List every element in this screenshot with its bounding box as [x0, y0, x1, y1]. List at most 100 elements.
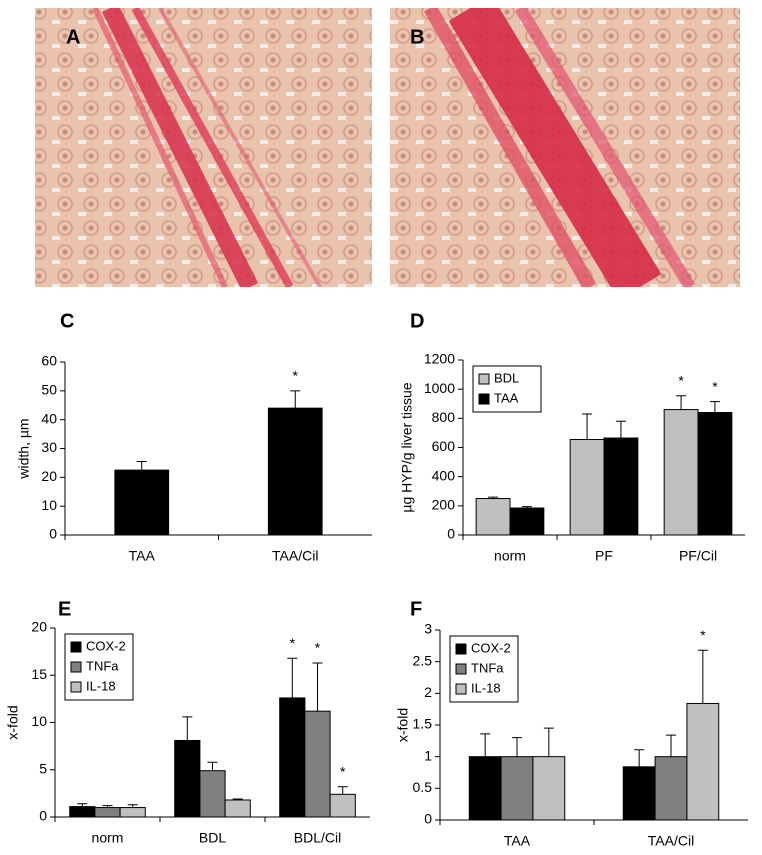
error-bar: [312, 662, 323, 712]
bar: [114, 469, 170, 536]
y-tick-label: 20: [31, 619, 47, 635]
y-tick-label: 2.5: [413, 652, 433, 668]
x-tick-label: TAA: [504, 833, 531, 849]
error-bar: [512, 737, 522, 757]
y-tick-label: 400: [432, 467, 456, 483]
panel-label: C: [60, 310, 74, 332]
bar: [304, 710, 331, 818]
bar: [329, 793, 356, 818]
error-bar: [615, 420, 626, 439]
bar: [500, 756, 534, 821]
bar: [686, 702, 720, 821]
legend-swatch: [70, 641, 82, 653]
error-bar: [488, 496, 499, 499]
y-tick-label: 20: [41, 468, 57, 484]
significance-mark: *: [700, 627, 706, 643]
legend-label: COX-2: [471, 640, 511, 655]
legend-swatch: [478, 373, 490, 385]
legend-swatch: [70, 681, 82, 693]
y-tick-label: 30: [41, 439, 57, 455]
y-tick-label: 5: [39, 760, 47, 776]
legend-label: IL-18: [471, 680, 501, 695]
y-tick-label: 2: [424, 684, 432, 700]
bar: [174, 739, 201, 818]
error-bar: [709, 401, 720, 413]
legend-label: TAA: [494, 390, 519, 405]
y-tick-label: 0: [39, 808, 47, 824]
bar: [199, 770, 226, 818]
bar: [119, 807, 146, 818]
error-bar: [337, 786, 348, 795]
x-tick-label: norm: [92, 830, 124, 846]
y-tick-label: 1: [424, 747, 432, 763]
y-tick-label: 0.5: [413, 779, 433, 795]
y-tick-label: 1000: [424, 380, 455, 396]
y-tick-label: 0: [49, 526, 57, 542]
bar: [697, 412, 733, 536]
y-tick-label: 60: [41, 353, 57, 369]
y-tick-label: 1.5: [413, 716, 433, 732]
error-bar: [207, 761, 218, 771]
x-tick-label: BDL: [199, 830, 226, 846]
panel-label: A: [66, 26, 80, 48]
bar: [654, 756, 688, 821]
bar: [663, 409, 699, 536]
panel-label: B: [410, 26, 424, 48]
x-tick-label: TAA: [129, 548, 156, 564]
panel-label: F: [410, 598, 422, 620]
y-tick-label: 0: [424, 811, 432, 827]
x-tick-label: PF/Cil: [679, 548, 717, 564]
error-bar: [182, 716, 193, 741]
legend-label: TNFa: [86, 658, 119, 673]
significance-mark: *: [712, 378, 718, 394]
y-tick-label: 10: [31, 713, 47, 729]
legend-swatch: [455, 663, 467, 675]
error-bar: [290, 390, 301, 409]
bar: [224, 799, 251, 818]
legend-label: TNFa: [471, 660, 504, 675]
error-bar: [480, 733, 491, 757]
y-tick-label: 200: [432, 497, 456, 513]
y-axis-label: µg HYP/g liver tissue: [399, 382, 415, 512]
legend-label: BDL: [494, 370, 519, 385]
bar: [468, 756, 502, 821]
error-bar: [136, 460, 147, 471]
micrograph-a: [35, 8, 372, 287]
bar: [603, 437, 639, 536]
y-axis-label: x-fold: [5, 705, 21, 739]
y-tick-label: 15: [31, 666, 47, 682]
y-tick-label: 600: [432, 438, 456, 454]
panel-label: D: [410, 310, 424, 332]
legend-label: IL-18: [86, 678, 116, 693]
significance-mark: *: [290, 635, 296, 651]
error-bar: [102, 805, 113, 808]
y-axis-label: x-fold: [395, 708, 411, 742]
x-tick-label: TAA/Cil: [272, 548, 318, 564]
y-tick-label: 40: [41, 410, 57, 426]
error-bar: [543, 727, 554, 757]
y-tick-label: 1200: [424, 351, 455, 367]
bar: [267, 407, 323, 536]
y-tick-label: 3: [424, 621, 432, 637]
error-bar: [521, 506, 532, 509]
panel-label: E: [58, 598, 71, 620]
y-axis-label: width, µm: [16, 418, 32, 479]
micrograph-b: [390, 8, 740, 287]
legend-swatch: [455, 683, 467, 695]
error-bar: [697, 649, 708, 704]
legend-swatch: [455, 643, 467, 655]
significance-mark: *: [678, 372, 684, 388]
error-bar: [232, 798, 243, 800]
error-bar: [287, 657, 298, 698]
error-bar: [582, 413, 593, 440]
bar: [532, 756, 566, 821]
bar: [475, 498, 511, 536]
legend-label: COX-2: [86, 638, 126, 653]
bar: [279, 697, 306, 818]
y-tick-label: 10: [41, 497, 57, 513]
bar: [569, 438, 605, 536]
x-tick-label: TAA/Cil: [648, 833, 694, 849]
error-bar: [666, 734, 676, 757]
significance-mark: *: [315, 640, 321, 656]
error-bar: [77, 803, 88, 807]
